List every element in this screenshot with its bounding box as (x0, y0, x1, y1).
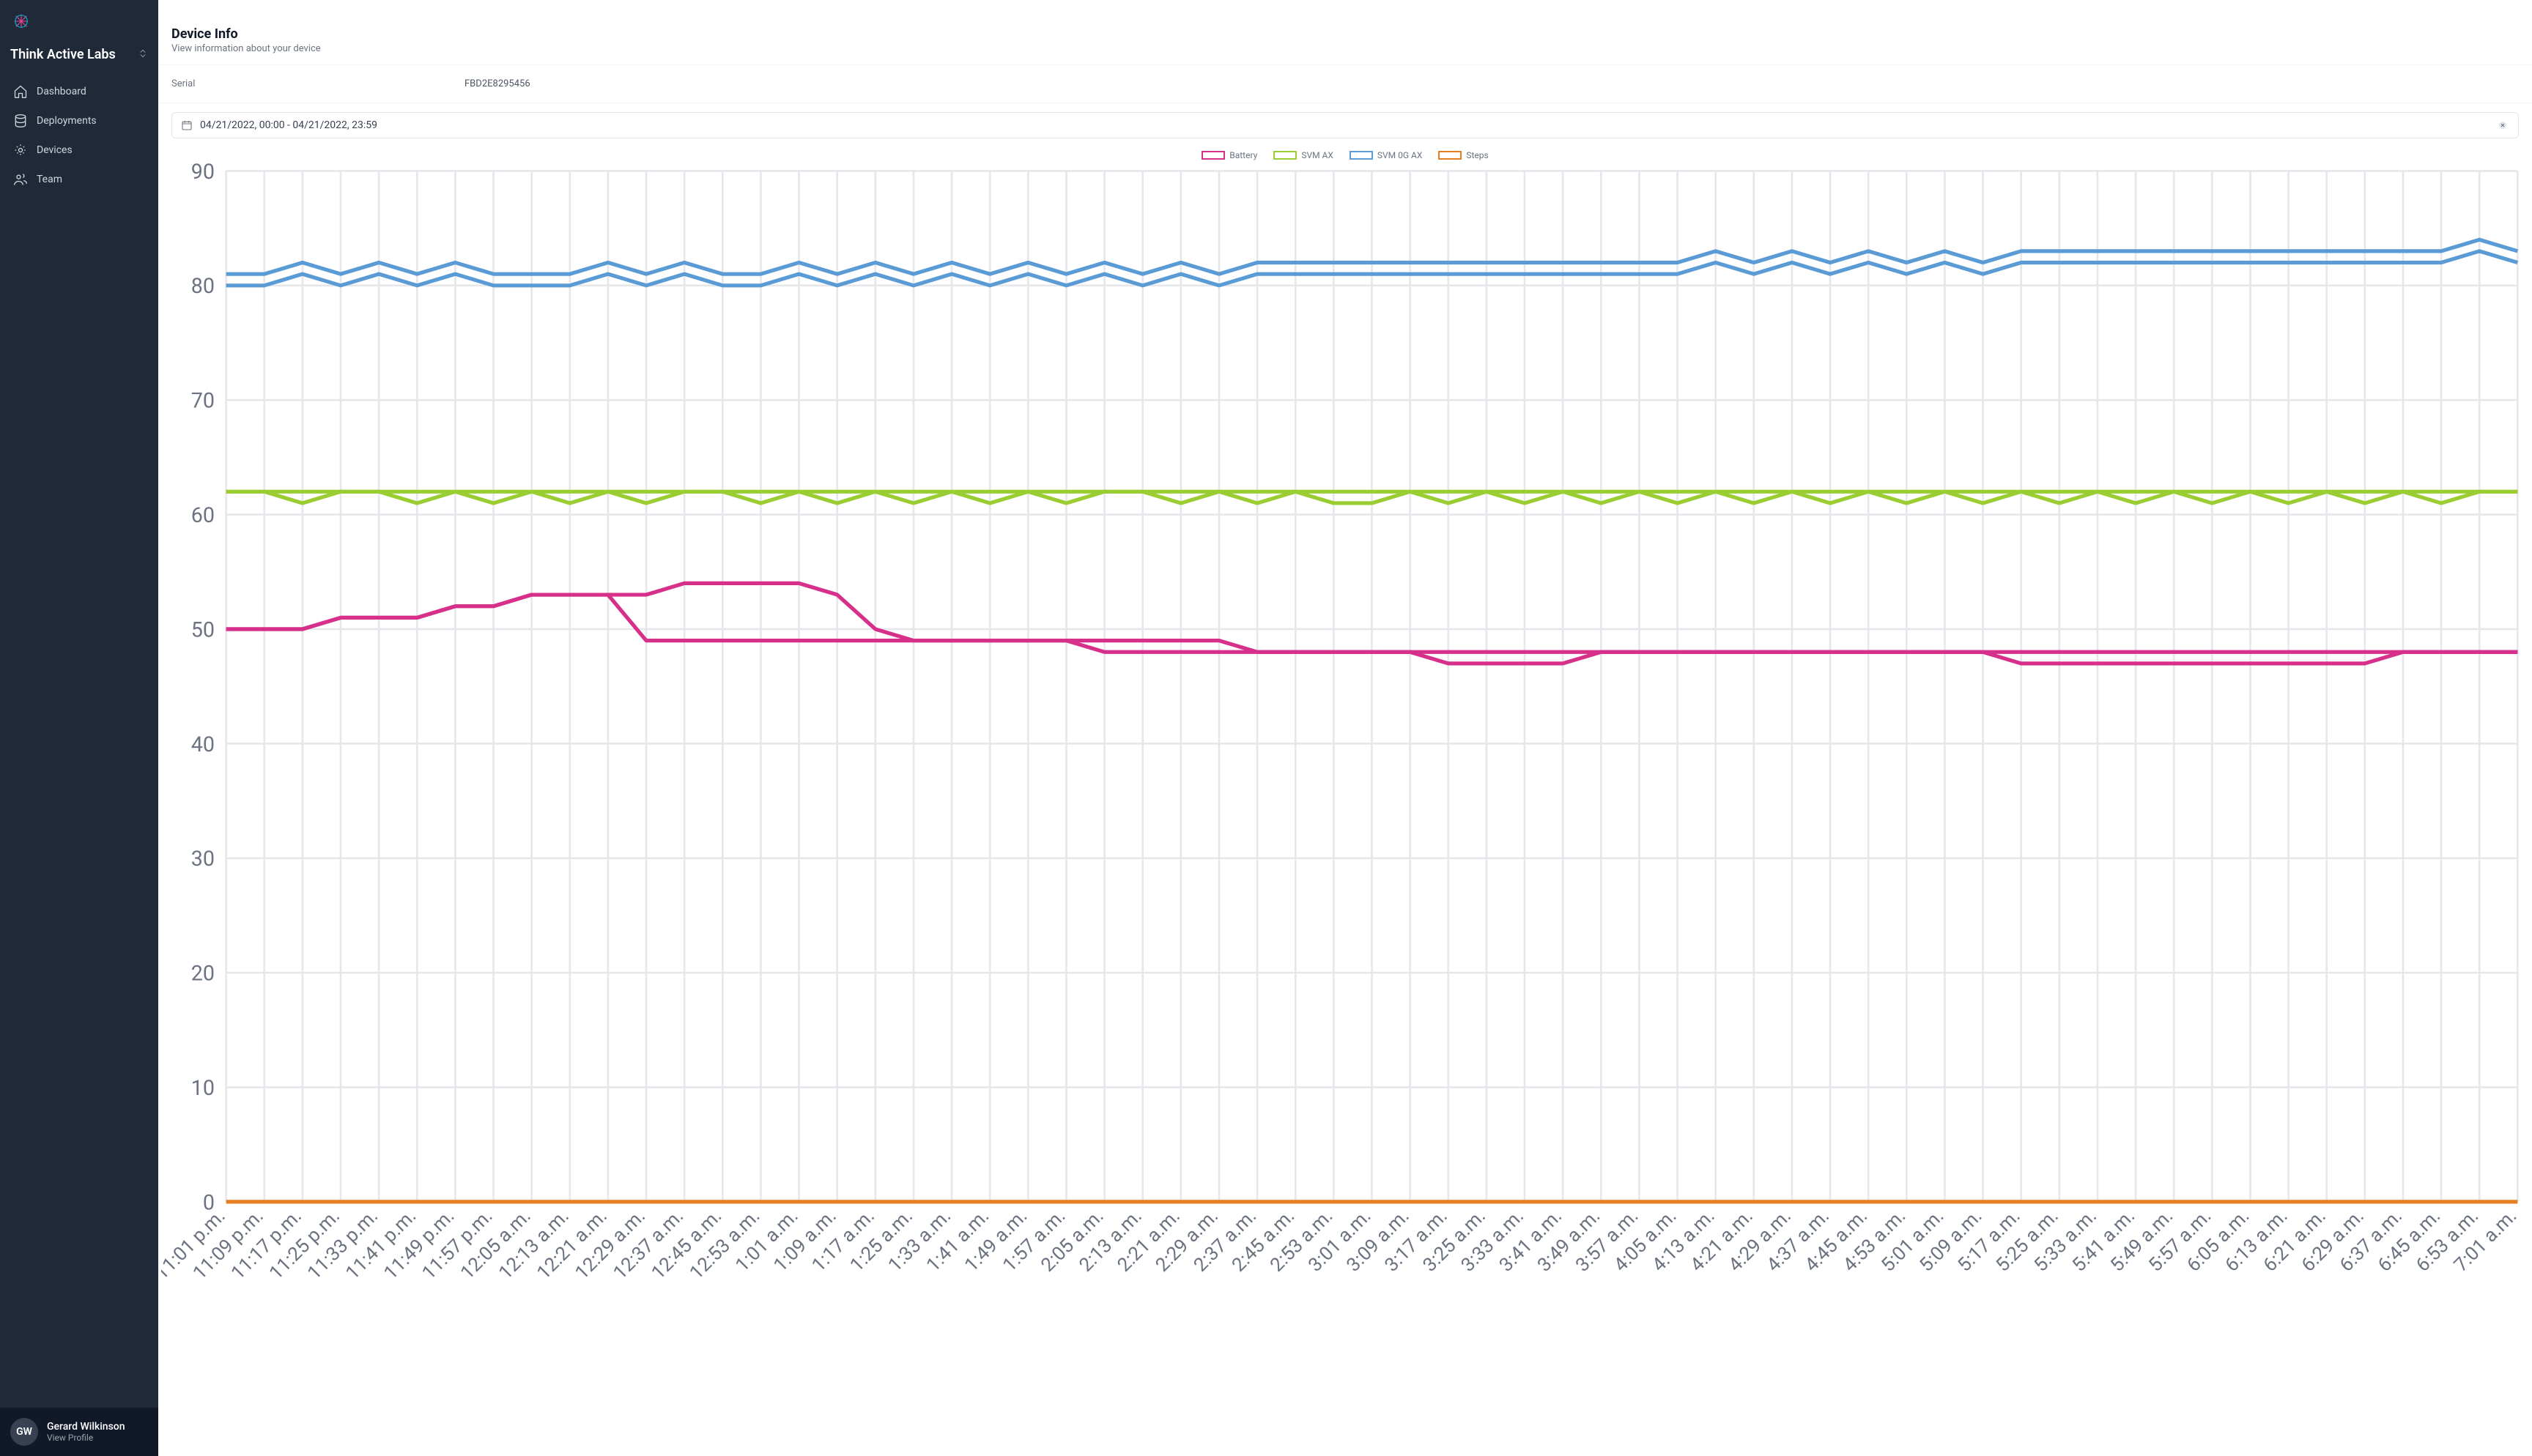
nav-dashboard[interactable]: Dashboard (6, 77, 152, 106)
profile-name: Gerard Wilkinson (47, 1421, 125, 1433)
svg-text:10: 10 (191, 1075, 215, 1100)
nav-devices[interactable]: Devices (6, 135, 152, 165)
org-name: Think Active Labs (10, 47, 116, 62)
svg-text:20: 20 (191, 961, 215, 986)
users-icon (13, 172, 28, 187)
daterange-picker[interactable]: 04/21/2022, 00:00 - 04/21/2022, 23:59 (171, 112, 2519, 138)
close-icon (2498, 121, 2507, 130)
svg-text:70: 70 (191, 388, 215, 413)
profile-footer[interactable]: GW Gerard Wilkinson View Profile (0, 1408, 158, 1456)
daterange-value: 04/21/2022, 00:00 - 04/21/2022, 23:59 (200, 119, 377, 131)
svg-text:60: 60 (191, 502, 215, 527)
legend-label: Battery (1229, 150, 1257, 160)
svg-text:30: 30 (191, 846, 215, 871)
logo-icon (13, 13, 29, 29)
target-icon (13, 143, 28, 157)
nav-label: Dashboard (37, 86, 86, 97)
legend-swatch (1202, 151, 1225, 160)
legend-label: Steps (1466, 150, 1488, 160)
serial-value: FBD2E8295456 (464, 78, 530, 89)
legend-swatch (1438, 151, 1462, 160)
legend-steps[interactable]: Steps (1438, 150, 1488, 160)
logo-area (0, 0, 158, 40)
org-switcher[interactable]: Think Active Labs (0, 40, 158, 74)
nav-label: Devices (37, 144, 73, 156)
chart-area: Battery SVM AX SVM 0G AX Steps 010203040… (158, 138, 2532, 1456)
nav-label: Deployments (37, 115, 97, 127)
nav-label: Team (37, 174, 62, 185)
legend-swatch (1273, 151, 1297, 160)
serial-row: Serial FBD2E8295456 (158, 65, 2532, 103)
avatar-initials: GW (16, 1426, 32, 1438)
nav-deployments[interactable]: Deployments (6, 106, 152, 135)
sidebar-nav: Dashboard Deployments Devices Team (0, 74, 158, 197)
calendar-icon (181, 119, 193, 131)
home-icon (13, 84, 28, 99)
legend-swatch (1350, 151, 1373, 160)
legend-label: SVM AX (1301, 150, 1333, 160)
legend-label: SVM 0G AX (1377, 150, 1422, 160)
database-icon (13, 114, 28, 128)
avatar: GW (10, 1418, 38, 1446)
svg-text:40: 40 (191, 732, 215, 757)
chart-legend: Battery SVM AX SVM 0G AX Steps (161, 146, 2529, 163)
page-subtitle: View information about your device (171, 43, 2519, 54)
svg-text:90: 90 (191, 163, 215, 184)
device-chart[interactable]: 010203040506070809011:01 p.m.11:09 p.m.1… (161, 163, 2529, 1309)
svg-text:50: 50 (191, 617, 215, 642)
legend-battery[interactable]: Battery (1202, 150, 1257, 160)
sidebar: Think Active Labs Dashboard Deployments … (0, 0, 158, 1456)
nav-team[interactable]: Team (6, 165, 152, 194)
daterange-clear-button[interactable] (2496, 119, 2509, 132)
page-header: Device Info View information about your … (158, 0, 2532, 65)
svg-text:80: 80 (191, 273, 215, 298)
legend-svm-0g-ax[interactable]: SVM 0G AX (1350, 150, 1422, 160)
serial-label: Serial (171, 78, 464, 89)
legend-svm-ax[interactable]: SVM AX (1273, 150, 1333, 160)
main-content: Device Info View information about your … (158, 0, 2532, 1456)
page-title: Device Info (171, 26, 2519, 42)
view-profile-link[interactable]: View Profile (47, 1433, 125, 1443)
chevron-updown-icon (138, 47, 148, 62)
